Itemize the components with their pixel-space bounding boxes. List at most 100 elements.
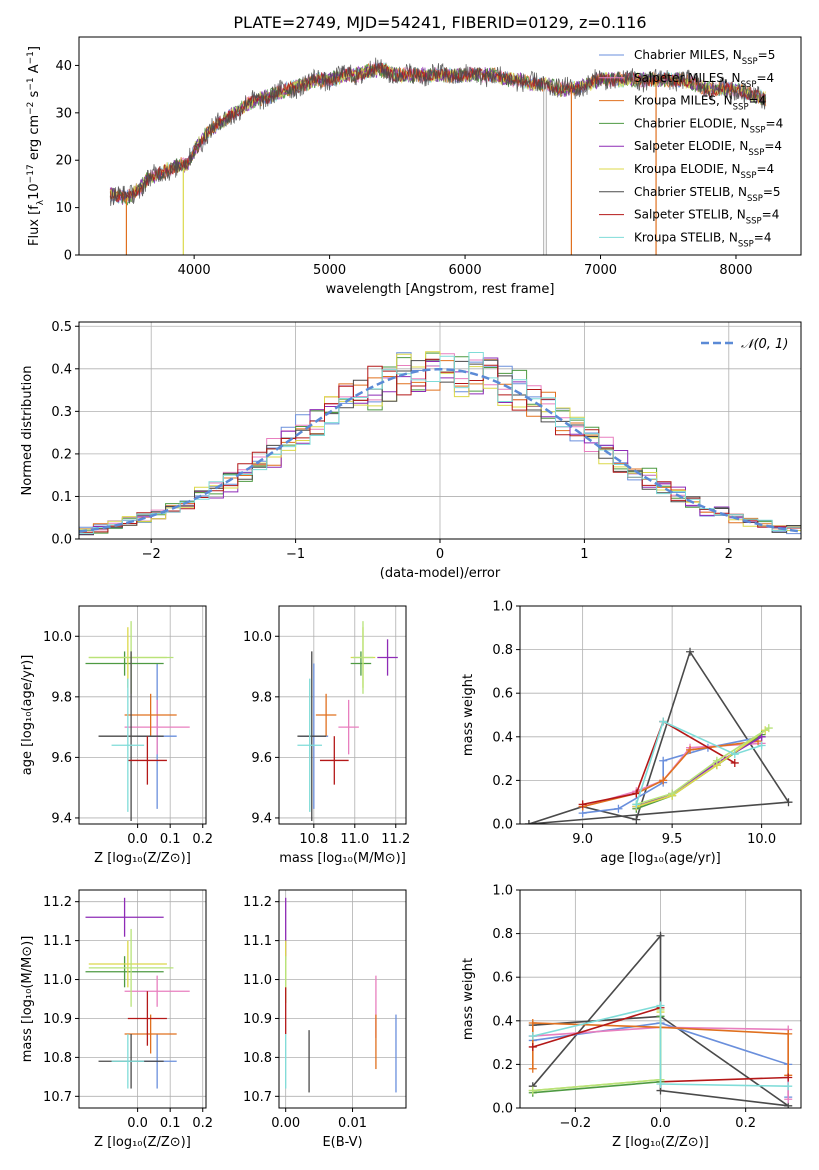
marker-plus bbox=[632, 800, 641, 809]
x-tick-label: 0.2 bbox=[192, 832, 213, 847]
y-tick-label: 0.0 bbox=[51, 533, 72, 548]
gauss-legend-label: 𝒩(0, 1) bbox=[741, 337, 788, 352]
marker-plus bbox=[784, 1029, 793, 1038]
y-tick-label: 0.2 bbox=[492, 1058, 513, 1073]
y-tick-label: 0.2 bbox=[51, 447, 72, 462]
x-tick-label: 1 bbox=[580, 547, 588, 562]
x-tick-label: 0.01 bbox=[338, 1116, 367, 1131]
figure-title: PLATE=2749, MJD=54241, FIBERID=0129, z=0… bbox=[233, 13, 646, 32]
legend-suffix: =4 bbox=[754, 230, 772, 244]
x-tick-label: −2 bbox=[142, 547, 161, 562]
y-tick-label: 0.2 bbox=[492, 774, 513, 789]
legend-suffix: =4 bbox=[749, 94, 767, 108]
x-axis-label: age [log₁₀(age/yr)] bbox=[600, 851, 721, 866]
x-tick-label: 5000 bbox=[313, 263, 346, 278]
y-tick-label: 30 bbox=[55, 106, 72, 121]
marker-plus bbox=[528, 1042, 537, 1051]
y-tick-label: 0.6 bbox=[492, 687, 513, 702]
x-tick-label: 0.1 bbox=[160, 1116, 181, 1131]
y-tick-label: 11.0 bbox=[43, 973, 72, 988]
legend-suffix: =4 bbox=[766, 116, 784, 130]
txt: 10 bbox=[27, 183, 42, 200]
x-tick-label: 11.2 bbox=[381, 832, 410, 847]
plot-area bbox=[297, 621, 398, 821]
x-tick-label: 9.5 bbox=[662, 832, 683, 847]
y-tick-label: 9.6 bbox=[51, 751, 72, 766]
marker-plus bbox=[659, 717, 668, 726]
mass-weight-line bbox=[636, 729, 766, 808]
marker-plus bbox=[632, 815, 641, 824]
x-tick-label: 10.0 bbox=[747, 832, 776, 847]
y-axis-label: age [log₁₀(age/yr)] bbox=[20, 655, 35, 776]
x-axis-label: Z [log₁₀(Z/Z⊙)] bbox=[94, 1135, 191, 1150]
y-tick-label: 10.8 bbox=[243, 1051, 272, 1066]
legend-suffix: =5 bbox=[763, 185, 781, 199]
axes-frame bbox=[278, 889, 407, 1109]
txt: erg cm bbox=[27, 115, 42, 164]
y-tick-label: 10.0 bbox=[243, 630, 272, 645]
y-tick-label: 9.8 bbox=[51, 690, 72, 705]
legend-suffix: =4 bbox=[764, 139, 782, 153]
marker-plus bbox=[668, 789, 677, 798]
marker-plus bbox=[712, 756, 721, 765]
legend-sub: SSP bbox=[748, 148, 764, 158]
y-tick-label: 0.4 bbox=[51, 362, 72, 377]
axes-frame bbox=[278, 605, 407, 825]
x-tick-label: 0.2 bbox=[192, 1116, 213, 1131]
marker-plus bbox=[757, 732, 766, 741]
y-tick-label: 10.8 bbox=[43, 1051, 72, 1066]
y-tick-label: 1.0 bbox=[492, 600, 513, 615]
x-axis-label: Z [log₁₀(Z/Z⊙)] bbox=[94, 851, 191, 866]
legend-sub: SSP bbox=[742, 57, 758, 67]
x-axis-label: wavelength [Angstrom, rest frame] bbox=[326, 282, 555, 297]
y-tick-label: 1.0 bbox=[492, 884, 513, 899]
y-axis-label-rich: Flux [fλ10−17 erg cm−2 s−1 A−1] bbox=[26, 46, 46, 246]
x-tick-label: 0.00 bbox=[271, 1116, 300, 1131]
y-tick-label: 9.8 bbox=[251, 690, 272, 705]
marker-plus bbox=[614, 804, 623, 813]
age-vs-Z-panel: 0.0 0.1 0.2 9.4 9.6 9.8 10.0 Z [log₁₀(Z/Z⊙)] age… bbox=[20, 605, 213, 866]
sup: −1 bbox=[26, 77, 36, 90]
y-tick-label: 0.8 bbox=[492, 643, 513, 658]
y-tick-label: 11.2 bbox=[243, 895, 272, 910]
mass-weight-line bbox=[532, 933, 789, 1107]
y-tick-label: 0.3 bbox=[51, 405, 72, 420]
y-axis-label: mass [log₁₀(M/M⊙)] bbox=[20, 936, 35, 1063]
legend-sub: SSP bbox=[741, 80, 757, 90]
y-tick-label: 11.1 bbox=[243, 934, 272, 949]
marker-plus bbox=[686, 647, 695, 656]
txt: s bbox=[27, 90, 42, 101]
y-tick-label: 11.0 bbox=[243, 973, 272, 988]
plot-area bbox=[528, 931, 793, 1108]
x-tick-label: 0.0 bbox=[127, 832, 148, 847]
y-tick-label: 0.0 bbox=[492, 818, 513, 833]
y-tick-label: 0.4 bbox=[492, 730, 513, 745]
plot-area bbox=[109, 57, 767, 255]
y-axis-label: mass weight bbox=[461, 674, 476, 756]
x-tick-label: 10.8 bbox=[299, 832, 328, 847]
marker-plus bbox=[784, 798, 793, 807]
y-tick-label: 0 bbox=[64, 249, 72, 264]
txt: A bbox=[27, 64, 42, 77]
y-axis-label: mass weight bbox=[461, 958, 476, 1040]
gauss-curve bbox=[79, 368, 799, 533]
x-tick-label: 4000 bbox=[178, 263, 211, 278]
x-tick-label: 6000 bbox=[449, 263, 482, 278]
marker-plus bbox=[524, 820, 533, 824]
legend-suffix: =4 bbox=[756, 162, 774, 176]
marker-plus bbox=[528, 1032, 537, 1041]
marker-plus bbox=[528, 1064, 537, 1073]
x-tick-label: −1 bbox=[286, 547, 305, 562]
marker-plus bbox=[528, 1018, 537, 1027]
marker-plus bbox=[656, 1080, 665, 1089]
marker-plus bbox=[656, 1001, 665, 1010]
y-tick-label: 10 bbox=[55, 201, 72, 216]
x-tick-label: 11.0 bbox=[340, 832, 369, 847]
mass-weight-line bbox=[528, 649, 790, 824]
marker-plus bbox=[730, 758, 739, 767]
y-tick-label: 10.7 bbox=[243, 1090, 272, 1105]
y-tick-label: 0.8 bbox=[492, 927, 513, 942]
legend-sub: SSP bbox=[746, 217, 762, 227]
sup: −17 bbox=[26, 164, 36, 183]
